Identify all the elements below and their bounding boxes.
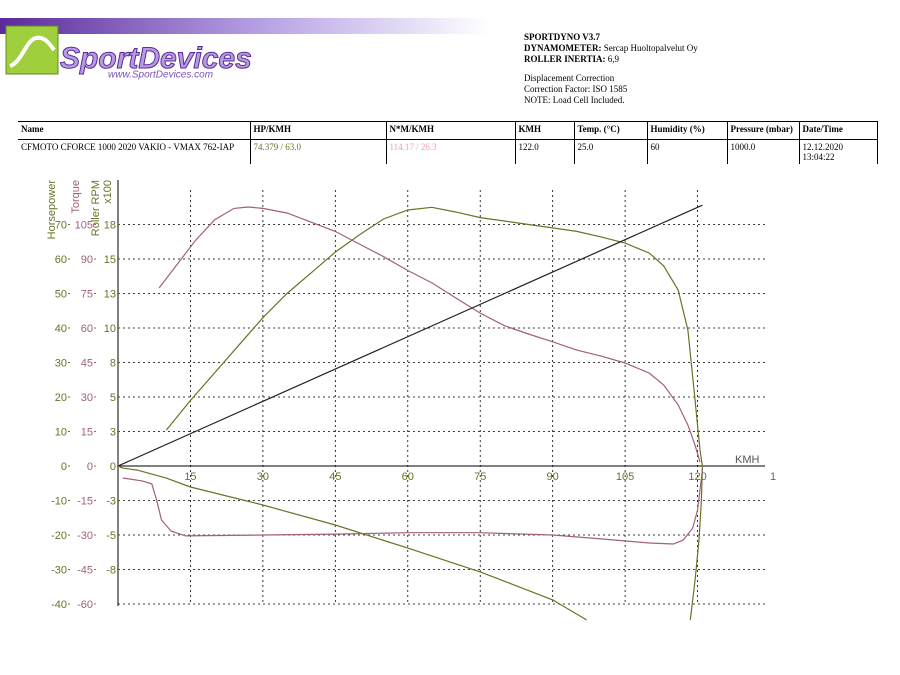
y-tick-label: 45 — [81, 357, 93, 369]
inertia-label: ROLLER INERTIA: — [524, 54, 606, 64]
dyno-info: SPORTDYNO V3.7 DYNAMOMETER: Sercap Huolt… — [524, 32, 698, 106]
dyno-label: DYNAMOMETER: — [524, 43, 602, 53]
x-tick-label: 30 — [257, 471, 269, 483]
x-tick-label: 90 — [547, 471, 559, 483]
logo-box — [5, 25, 59, 75]
logo-banner: SportDevices www.SportDevices.com — [0, 18, 490, 81]
note: Correction Factor: ISO 1585 — [524, 84, 628, 94]
y-tick-label: 50 — [55, 288, 67, 300]
x-tick-label: 60 — [402, 471, 414, 483]
y-tick-label: 18 — [104, 219, 116, 231]
column-header: N*M/KMH — [385, 121, 515, 140]
banner-bar — [0, 18, 490, 34]
y-tick-label: -15 — [77, 495, 93, 507]
software: SPORTDYNO V3.7 — [524, 32, 601, 42]
y-tick-label: 70 — [55, 219, 67, 231]
y-tick-label: -60 — [77, 599, 93, 611]
column-header: Date/Time — [798, 121, 878, 140]
y-tick-label: 60 — [81, 323, 93, 335]
cell: 1000.0 — [726, 139, 799, 164]
y-tick-label: 15 — [81, 426, 93, 438]
y-tick-label: 5 — [110, 392, 116, 404]
y-axis-label: Torque — [70, 180, 82, 214]
series-line — [117, 204, 703, 467]
y-tick-label: -40 — [51, 599, 67, 611]
logo-curve — [9, 35, 56, 68]
y-tick-label: 10 — [104, 323, 116, 335]
cell: 114.17 / 26.3 — [385, 139, 515, 164]
y-tick-label: 3 — [110, 426, 116, 438]
y-tick-label: 20 — [55, 392, 67, 404]
x-tick-label: 120 — [688, 471, 706, 483]
column-header: Name — [21, 124, 44, 134]
x-axis-label: KMH — [735, 454, 760, 466]
y-tick-label: 30 — [81, 392, 93, 404]
series-line — [158, 206, 701, 463]
note: NOTE: Load Cell Included. — [524, 95, 625, 105]
x-tick-label: 1 — [770, 471, 776, 483]
y-tick-label: -20 — [51, 530, 67, 542]
y-tick-label: 75 — [81, 288, 93, 300]
y-tick-label: 0 — [110, 461, 116, 473]
y-tick-label: 105 — [75, 219, 93, 231]
y-tick-label: 0 — [61, 461, 67, 473]
column-header: HP/KMH — [249, 121, 386, 140]
y-tick-label: -8 — [106, 564, 116, 576]
y-tick-label: 15 — [104, 254, 116, 266]
y-axis-sublabel: x100 — [102, 180, 114, 204]
y-tick-label: 8 — [110, 357, 116, 369]
series-line — [122, 469, 703, 545]
column-header: Temp. (°C) — [573, 121, 647, 140]
cell: 74.379 / 63.0 — [249, 139, 386, 164]
dyno-value: Sercap Huoltopalvelut Oy — [603, 43, 698, 53]
x-tick-label: 45 — [329, 471, 341, 483]
y-tick-label: -30 — [51, 564, 67, 576]
y-tick-label: -3 — [106, 495, 116, 507]
cell: CFMOTO CFORCE 1000 2020 VAKIO - VMAX 762… — [21, 142, 235, 152]
header-row: Name HP/KMH N*M/KMH KMH Temp. (°C) Humidity (… — [18, 121, 878, 140]
cell: 25.0 — [573, 139, 647, 164]
y-tick-label: 10 — [55, 426, 67, 438]
column-header: Pressure (mbar) — [726, 121, 799, 140]
y-tick-label: 13 — [104, 288, 116, 300]
column-header: Humidity (%) — [646, 121, 727, 140]
y-tick-label: -45 — [77, 564, 93, 576]
y-tick-label: 40 — [55, 323, 67, 335]
cell: 60 — [646, 139, 727, 164]
logo-text: SportDevices — [60, 42, 252, 75]
y-tick-label: 60 — [55, 254, 67, 266]
y-tick-label: 90 — [81, 254, 93, 266]
x-tick-label: 75 — [474, 471, 486, 483]
y-tick-label: 30 — [55, 357, 67, 369]
y-axis-label: Horsepower — [46, 180, 58, 240]
results-table: Name HP/KMH N*M/KMH KMH Temp. (°C) Humidity (… — [18, 121, 878, 164]
y-tick-label: -30 — [77, 530, 93, 542]
cell: 12.12.2020 13:04:22 — [798, 139, 878, 164]
cell: 122.0 — [514, 139, 574, 164]
series-line — [117, 465, 587, 621]
y-tick-label: -5 — [106, 530, 116, 542]
x-tick-label: 105 — [616, 471, 634, 483]
chart: 15 30 45 60 75 90 105 120 1KMH706050403020100-10… — [46, 180, 776, 621]
y-tick-label: 0 — [87, 461, 93, 473]
note: Displacement Correction — [524, 73, 615, 83]
inertia-value: 6,9 — [607, 54, 619, 64]
logo-url: www.SportDevices.com — [108, 70, 213, 81]
series-line — [165, 206, 704, 620]
column-header: KMH — [514, 121, 574, 140]
y-axis-label: Roller RPM — [90, 180, 102, 236]
data-row: CFMOTO CFORCE 1000 2020 VAKIO - VMAX 762… — [18, 139, 878, 164]
x-tick-label: 15 — [184, 471, 196, 483]
y-tick-label: -10 — [51, 495, 67, 507]
